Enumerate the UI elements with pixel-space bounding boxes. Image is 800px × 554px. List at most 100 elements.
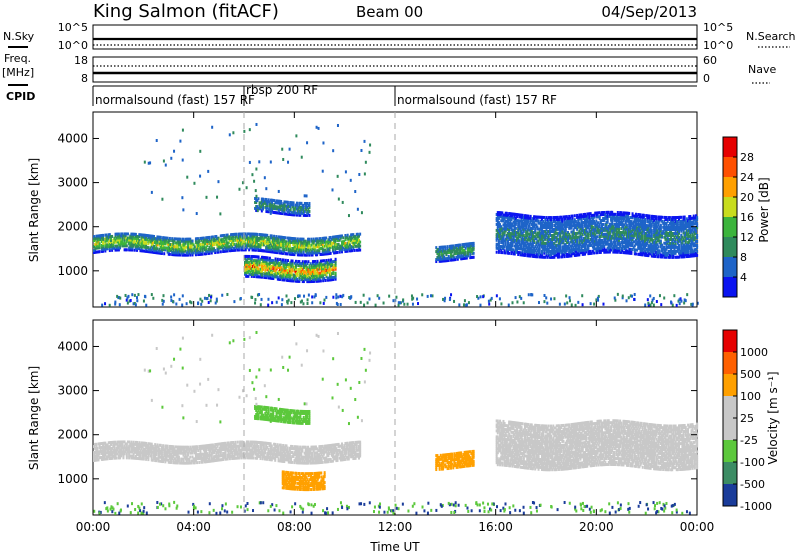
echo-cell (628, 221, 631, 225)
echo-cell (297, 253, 300, 257)
echo-cell (140, 237, 143, 241)
echo-cell (308, 203, 311, 207)
echo-cell (528, 254, 531, 258)
echo-cell (147, 246, 150, 250)
echo-cell (190, 245, 193, 249)
echo-cell (505, 219, 508, 223)
echo-cell (151, 238, 154, 242)
echo-cell (310, 280, 313, 284)
echo-cell (528, 252, 531, 256)
echo-cell (548, 255, 551, 259)
echo-cell (210, 241, 213, 245)
echo-cell (555, 243, 558, 247)
echo-cell (293, 211, 296, 215)
echo-cell (291, 273, 294, 277)
echo-cell (324, 278, 327, 282)
echo-cell (248, 264, 251, 268)
echo-cell (281, 276, 284, 280)
echo-cell (341, 250, 344, 254)
echo-cell (536, 255, 539, 259)
echo-cell (283, 236, 286, 240)
echo-cell (265, 247, 268, 251)
echo-cell (282, 266, 285, 270)
echo-cell (636, 240, 639, 244)
echo-cell (203, 248, 206, 252)
echo-cell (159, 241, 162, 245)
echo-cell (514, 238, 517, 242)
echo-cell (280, 207, 283, 211)
echo-cell (353, 237, 356, 241)
echo-cell (116, 244, 119, 248)
echo-cell (205, 236, 208, 240)
echo-cell (276, 271, 279, 275)
echo-cell (285, 260, 288, 264)
echo-cell (270, 234, 273, 238)
echo-cell (93, 245, 95, 249)
echo-cell (497, 213, 500, 217)
echo-cell (292, 265, 295, 269)
echo-cell (93, 248, 95, 252)
echo-cell (265, 198, 268, 202)
echo-cell (95, 240, 98, 244)
echo-cell (557, 253, 560, 257)
echo-cell (534, 231, 537, 235)
echo-cell (311, 274, 314, 278)
echo-cell (622, 217, 625, 221)
echo-cell (619, 242, 622, 246)
echo-cell (112, 242, 115, 246)
echo-cell (561, 241, 564, 245)
echo-cell (574, 226, 577, 230)
echo-cell (449, 254, 452, 258)
echo-cell (510, 252, 513, 256)
echo-cell (584, 230, 587, 234)
echo-cell (351, 241, 354, 245)
echo-cell (614, 212, 617, 216)
echo-cell (604, 224, 607, 228)
echo-cell (326, 278, 329, 282)
echo-cell (300, 211, 303, 215)
echo-cell (167, 246, 170, 250)
echo-cell (311, 279, 314, 283)
echo-cell (640, 237, 643, 241)
echo-cell (321, 252, 324, 256)
echo-cell (244, 266, 246, 270)
echo-cell (257, 255, 260, 259)
echo-cell (252, 232, 255, 236)
echo-cell (599, 227, 602, 231)
echo-cell (519, 251, 522, 255)
echo-cell (341, 234, 344, 238)
echo-cell (316, 267, 319, 271)
echo-cell (324, 267, 327, 271)
echo-cell (292, 279, 295, 283)
echo-cell (332, 266, 335, 270)
echo-cell (108, 233, 111, 237)
echo-cell (503, 249, 506, 253)
echo-cell (156, 241, 159, 245)
echo-cell (249, 240, 252, 244)
echo-cell (572, 248, 575, 252)
echo-cell (554, 216, 557, 220)
echo-cell (544, 235, 547, 239)
echo-cell (316, 261, 319, 265)
echo-cell (545, 227, 548, 231)
echo-cell (354, 240, 357, 244)
echo-cell (143, 233, 146, 237)
echo-cell (594, 233, 597, 237)
echo-cell (499, 227, 502, 231)
echo-cell (321, 238, 324, 242)
echo-cell (542, 239, 545, 243)
echo-cell (293, 275, 296, 279)
echo-cell (568, 232, 571, 236)
echo-cell (517, 237, 520, 241)
echo-cell (186, 243, 189, 247)
echo-cell (503, 229, 506, 233)
echo-cell (319, 252, 322, 256)
echo-cell (285, 244, 288, 248)
echo-cell (536, 233, 539, 237)
echo-cell (544, 245, 547, 249)
echo-cell (444, 249, 447, 253)
echo-cell (345, 249, 348, 253)
echo-cell (596, 211, 599, 215)
echo-cell (537, 235, 540, 239)
echo-cell (267, 245, 270, 249)
